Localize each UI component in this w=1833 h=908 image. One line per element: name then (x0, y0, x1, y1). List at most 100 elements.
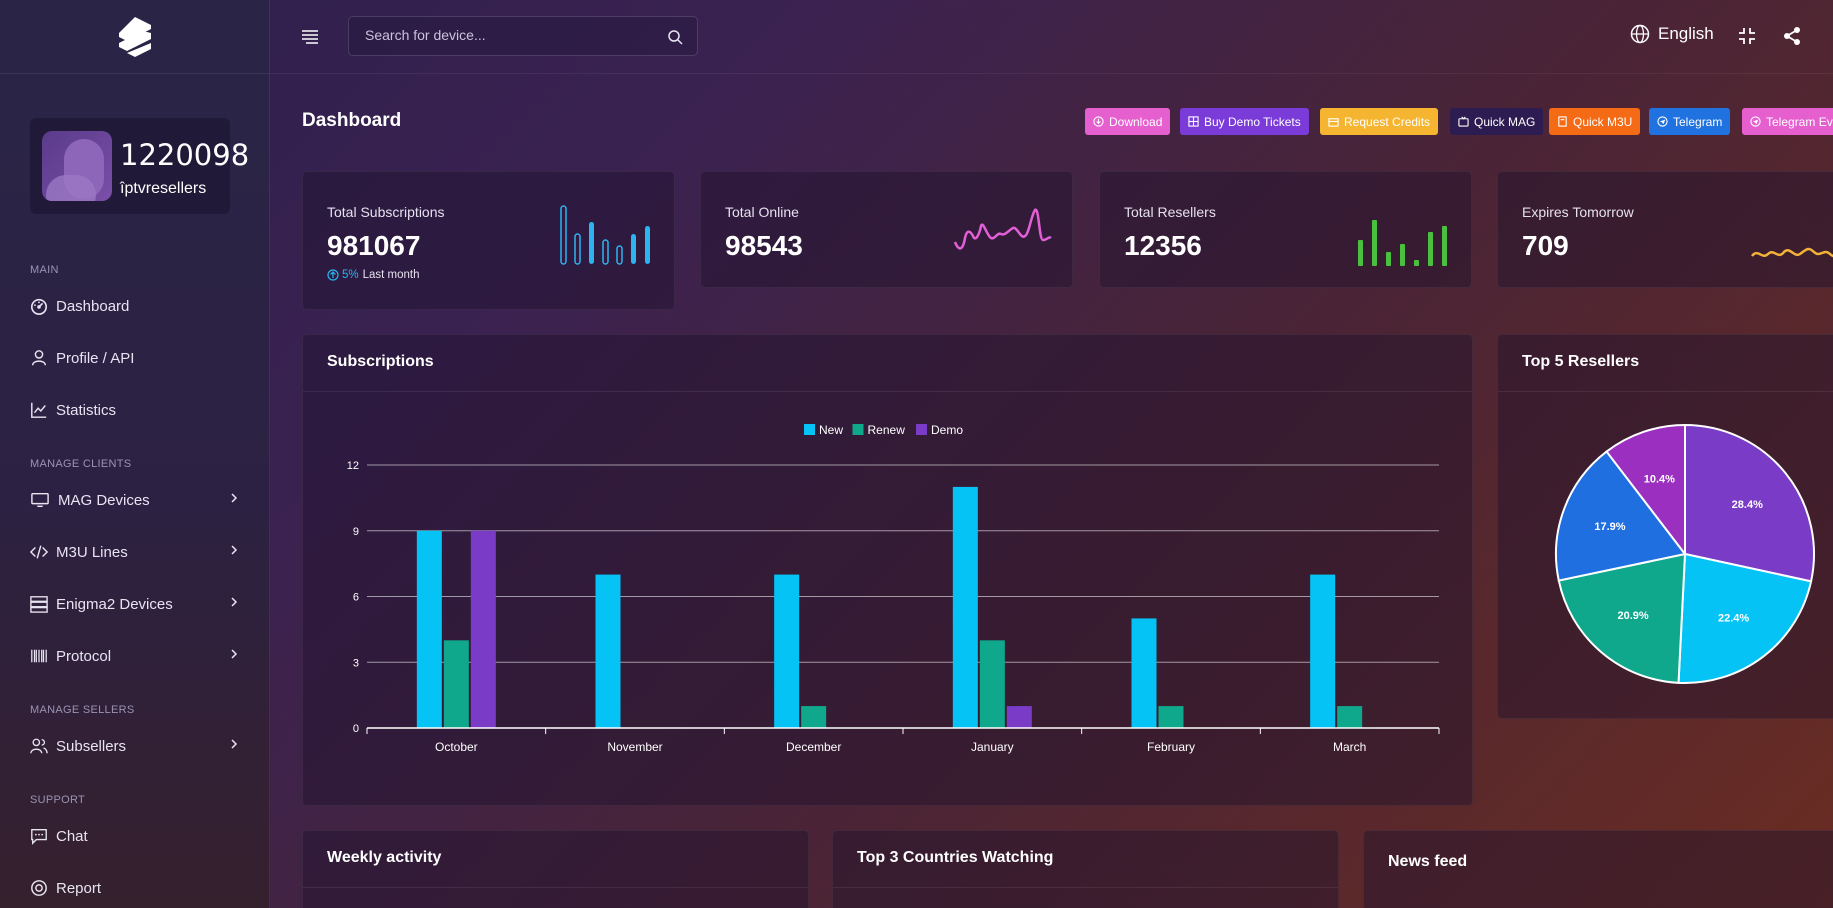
stat-card-total-subscriptions: Total Subscriptions 981067 5% Last month (302, 171, 675, 310)
sidebar-item-protocol[interactable]: Protocol (30, 644, 240, 668)
card-divider (303, 391, 1472, 392)
stat-value: 709 (1522, 230, 1569, 261)
sidebar-item-label: Subsellers (56, 737, 127, 755)
stat-value: 981067 (327, 230, 421, 261)
sidebar-item-label: Statistics (56, 401, 117, 419)
pie-slice-label: 28.4% (1732, 499, 1763, 511)
weekly-activity-title: Weekly activity (327, 849, 442, 866)
sidebar-item-mag-devices[interactable]: MAG Devices (30, 488, 240, 512)
quick-mag-label: Quick MAG (1474, 114, 1536, 129)
file-icon (1558, 116, 1567, 127)
sidebar-item-statistics[interactable]: Statistics (30, 398, 240, 422)
stat-label: Total Resellers (1124, 204, 1216, 220)
legend-label: Demo (931, 423, 963, 437)
stat-card-total-resellers: Total Resellers 12356 (1099, 171, 1472, 288)
sidebar-item-label: MAG Devices (58, 491, 150, 509)
page-title: Dashboard (302, 110, 402, 131)
nav-section-support: Support (30, 794, 86, 806)
telegram-button[interactable]: Telegram (1649, 108, 1731, 135)
request-credits-label: Request Credits (1344, 114, 1431, 129)
top-resellers-card: Top 5 Resellers 28.4% 22.4% 20.9% 17.9% 10.4… (1497, 334, 1833, 719)
bar-new (952, 486, 978, 728)
code-icon (30, 545, 48, 559)
legend-label: Renew (868, 423, 906, 437)
sidebar-item-label: Chat (56, 827, 88, 845)
logo[interactable] (0, 0, 269, 74)
nav-section-main: Main (30, 264, 59, 276)
chat-icon (31, 829, 47, 845)
chevron-right-icon (231, 545, 238, 555)
top-countries-card: Top 3 Countries Watching (832, 830, 1339, 908)
chevron-right-icon (231, 597, 238, 607)
sidebar-item-enigma2-devices[interactable]: Enigma2 Devices (30, 592, 240, 616)
request-credits-button[interactable]: Request Credits (1320, 108, 1439, 135)
x-tick-label: October (435, 740, 478, 754)
sidebar-item-label: Report (56, 879, 102, 897)
pie-slice-label: 22.4% (1718, 613, 1749, 625)
sidebar-item-chat[interactable]: Chat (30, 824, 240, 848)
bar-renew (1158, 706, 1184, 728)
y-tick-label: 3 (353, 657, 359, 669)
online-sparkline (953, 208, 1052, 250)
coins-icon (1328, 118, 1339, 127)
download-button[interactable]: Download (1085, 108, 1171, 135)
tv-icon (1458, 116, 1469, 127)
menu-toggle-icon[interactable] (300, 26, 320, 46)
search-icon[interactable] (667, 29, 683, 45)
sidebar-item-profile[interactable]: Profile / API (30, 346, 240, 370)
legend-label: New (819, 423, 843, 437)
arrow-up-circle-icon (327, 269, 339, 281)
profile-card[interactable]: 1220098 îptvresellers (30, 118, 249, 214)
bar-new (1131, 618, 1157, 728)
bar-renew (979, 640, 1005, 728)
stat-card-expires-tomorrow: Expires Tomorrow 709 (1497, 171, 1833, 288)
profile-username: îptvresellers (120, 180, 207, 197)
bar-new (416, 530, 442, 728)
pie-slice (1684, 423, 1815, 583)
card-divider (1498, 391, 1833, 392)
topbar: English (270, 0, 1833, 74)
x-tick-label: February (1147, 740, 1195, 754)
sidebar-item-m3u-lines[interactable]: M3U Lines (30, 540, 240, 564)
top-countries-title: Top 3 Countries Watching (857, 849, 1054, 866)
top-resellers-card-title: Top 5 Resellers (1522, 353, 1640, 370)
subscriptions-sparkline (560, 205, 650, 265)
top-resellers-pie-chart: 28.4% 22.4% 20.9% 17.9% 10.4% (1555, 423, 1815, 684)
search-input[interactable] (365, 27, 645, 43)
monitor-icon (31, 492, 49, 508)
bar-demo (470, 530, 496, 728)
sidebar-item-subsellers[interactable]: Subsellers (30, 734, 240, 758)
quick-m3u-button[interactable]: Quick M3U (1549, 108, 1641, 135)
subscriptions-card: Subscriptions New Renew Demo 0 3 6 9 12 October N… (302, 334, 1473, 806)
buy-demo-tickets-button[interactable]: Buy Demo Tickets (1180, 108, 1309, 135)
x-tick-label: December (786, 740, 841, 754)
sidebar-item-report[interactable]: Report (30, 876, 240, 900)
y-tick-label: 6 (353, 592, 359, 604)
stat-value: 98543 (725, 230, 803, 261)
users-icon (30, 738, 48, 754)
y-tick-label: 0 (353, 723, 359, 735)
globe-icon (1630, 24, 1650, 44)
quick-mag-button[interactable]: Quick MAG (1450, 108, 1544, 135)
exit-fullscreen-icon[interactable] (1737, 26, 1757, 46)
language-label: English (1658, 24, 1714, 43)
pie-slice (1605, 423, 1686, 557)
telegram-events-button[interactable]: Telegram Ev (1742, 108, 1833, 135)
expires-sparkline (1751, 247, 1833, 258)
stat-card-total-online: Total Online 98543 (700, 171, 1073, 288)
pie-slice (1677, 552, 1813, 684)
language-selector[interactable]: English (1630, 24, 1714, 44)
subscriptions-card-title: Subscriptions (327, 353, 434, 370)
x-tick-label: November (607, 740, 662, 754)
sidebar-item-dashboard[interactable]: Dashboard (30, 294, 240, 318)
sidebar-item-label: Dashboard (56, 297, 130, 315)
stat-trend-text: Last month (362, 269, 420, 281)
pie-slice-label: 20.9% (1617, 610, 1648, 622)
pie-slice-label: 10.4% (1644, 473, 1675, 485)
sidebar-item-label: M3U Lines (56, 543, 128, 561)
legend-swatch (916, 424, 927, 435)
telegram-label: Telegram (1673, 114, 1723, 129)
bar-new (1310, 574, 1336, 728)
card-divider (303, 887, 808, 888)
share-icon[interactable] (1782, 26, 1802, 46)
